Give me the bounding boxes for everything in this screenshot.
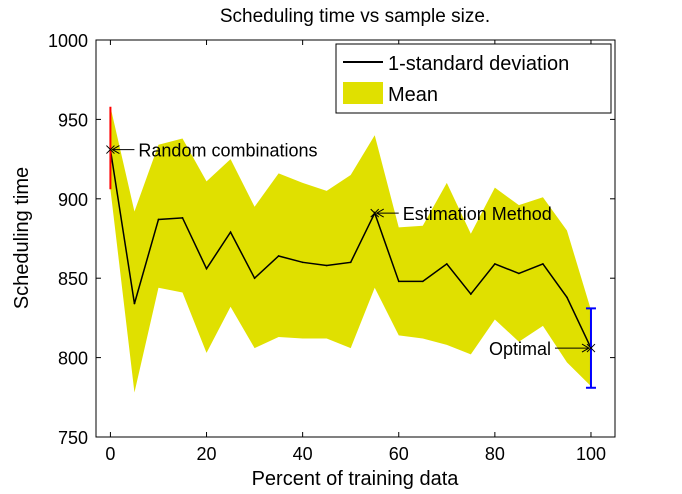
x-tick-label: 80 — [485, 444, 505, 464]
line-point — [470, 293, 472, 295]
annotation-point-2 — [586, 343, 596, 353]
line-point — [397, 280, 400, 283]
line-point — [542, 263, 544, 265]
y-tick-label: 750 — [58, 428, 88, 448]
annotation-arrowhead-1 — [375, 208, 384, 218]
line-point — [566, 296, 568, 299]
tick-layer: 0 20 40 60 80 100 750 800 850 900 950 1000 — [48, 31, 615, 464]
mean-band — [110, 106, 591, 393]
x-axis-label: Percent of training data — [252, 468, 460, 490]
line-layer — [109, 148, 592, 349]
line-point — [133, 302, 136, 305]
line-point — [494, 263, 496, 265]
line-point — [325, 264, 328, 267]
annotation-arrowhead-0 — [111, 145, 120, 155]
axes-box — [95, 39, 616, 438]
x-tick-label: 40 — [293, 444, 313, 464]
line-point — [181, 217, 184, 219]
legend-label-std: 1-standard deviation — [388, 53, 569, 75]
annotation-arrowhead-2 — [581, 343, 590, 353]
band-layer — [110, 106, 591, 393]
y-tick-label: 900 — [58, 190, 88, 210]
line-point — [229, 231, 232, 233]
annotation-label-0: Random combinations — [138, 141, 317, 161]
y-tick-label: 1000 — [48, 31, 88, 51]
y-axis-label: Scheduling time — [11, 167, 33, 309]
x-tick-label: 100 — [576, 444, 606, 464]
y-tick-label: 950 — [58, 110, 88, 130]
line-point — [446, 263, 448, 265]
chart-title: Scheduling time vs sample size. — [220, 6, 490, 27]
line-point — [253, 277, 256, 280]
y-tick-label: 850 — [58, 269, 88, 289]
x-tick-label: 60 — [389, 444, 409, 464]
y-tick-label: 800 — [58, 349, 88, 369]
x-tick-label: 0 — [105, 444, 115, 464]
legend-swatch-area — [343, 82, 383, 104]
line-point — [157, 218, 160, 221]
x-tick-label: 20 — [197, 444, 217, 464]
line-point — [349, 261, 352, 264]
annotation-point-0 — [106, 145, 115, 154]
line-point — [301, 261, 304, 264]
legend: 1-standard deviation Mean — [335, 43, 612, 114]
annotation-point-1 — [370, 208, 380, 218]
line-point — [205, 267, 208, 270]
annotation-label-2: Optimal — [489, 339, 551, 359]
line-point — [421, 280, 424, 283]
annotation-label-1: Estimation Method — [403, 204, 552, 224]
line-point — [518, 272, 520, 275]
legend-label-mean: Mean — [388, 84, 438, 106]
line-point — [277, 255, 280, 257]
annotation-layer: Random combinations Estimation Method Opti… — [106, 141, 596, 359]
